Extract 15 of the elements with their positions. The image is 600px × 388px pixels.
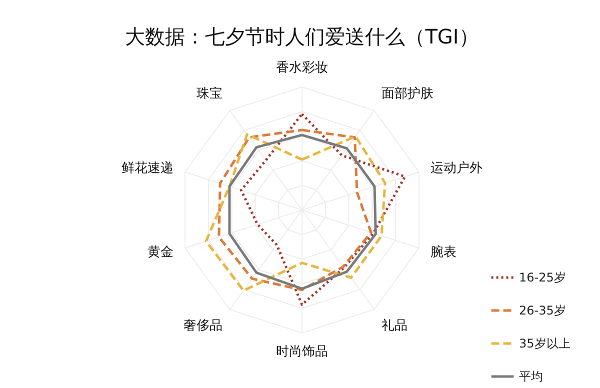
chart-title: 大数据：七夕节时人们爱送什么（TGI）	[125, 24, 479, 49]
spoke-label: 礼品	[382, 318, 408, 334]
spoke-label: 腕表	[430, 244, 457, 260]
spoke-label: 香水彩妆	[276, 60, 328, 76]
spoke-label: 运动户外	[430, 161, 483, 176]
spoke-label: 黄金	[147, 244, 174, 260]
spoke-label: 时尚饰品	[276, 344, 328, 360]
legend-label: 26-35岁	[519, 304, 566, 318]
legend-label: 平均	[519, 370, 543, 384]
spoke-label: 鲜花速递	[121, 161, 174, 176]
spoke-label: 奢侈品	[183, 318, 222, 334]
spoke-label: 面部护肤	[382, 86, 434, 102]
spoke-label: 珠宝	[196, 86, 222, 102]
legend-label: 16-25岁	[519, 270, 566, 284]
legend-label: 35岁以上	[519, 336, 570, 350]
